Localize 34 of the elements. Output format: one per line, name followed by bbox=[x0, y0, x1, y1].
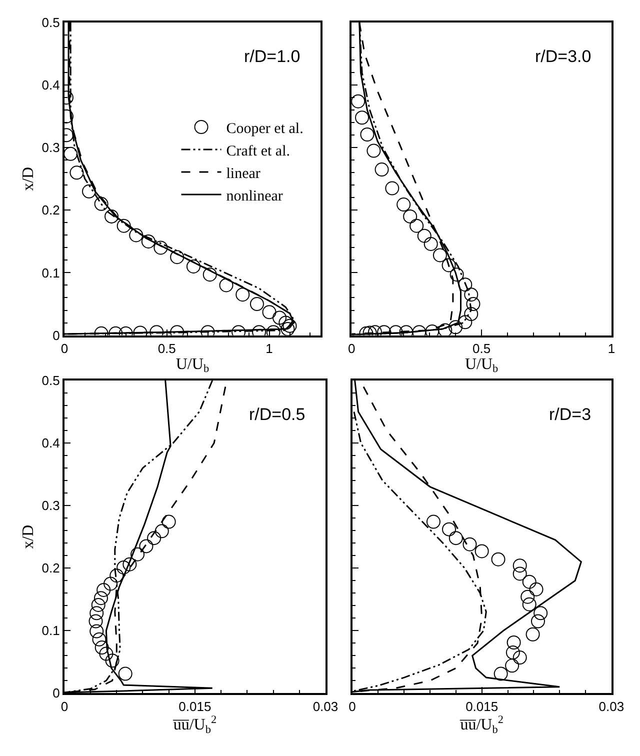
x-tick-label: 0.03 bbox=[312, 698, 338, 714]
y-tick-label: 0.5 bbox=[42, 15, 60, 30]
x-axis-title: U/U$_{b}$ bbox=[176, 356, 210, 376]
annotation: r/D=3.0 bbox=[535, 47, 592, 66]
x-tick-label: 1 bbox=[266, 340, 273, 356]
annotation: r/D=3 bbox=[549, 405, 592, 424]
x-tick-label: 0 bbox=[348, 340, 356, 356]
y-tick-label: 0.3 bbox=[42, 140, 60, 156]
y-tick-label: 0.1 bbox=[42, 265, 60, 280]
legend-label: Cooper et al. bbox=[226, 120, 304, 137]
x-tick-label: 0 bbox=[348, 698, 356, 714]
x-axis-title: U/U$_{b}$ bbox=[464, 356, 499, 376]
legend-label: Craft et al. bbox=[226, 143, 290, 160]
y-tick-label: 0 bbox=[52, 328, 60, 343]
x-tick-label: 0.5 bbox=[158, 340, 176, 356]
annotation: r/D=1.0 bbox=[244, 47, 300, 66]
annotation: r/D=0.5 bbox=[249, 405, 306, 424]
y-axis-title: x/D bbox=[20, 166, 38, 191]
x-tick-label: 0.5 bbox=[472, 340, 491, 356]
y-tick-label: 0.1 bbox=[42, 623, 60, 638]
legend-label: nonlinear bbox=[226, 188, 283, 204]
y-tick-label: 0 bbox=[52, 686, 60, 701]
legend-label: linear bbox=[226, 166, 260, 182]
y-tick-label: 0.5 bbox=[42, 373, 60, 388]
x-tick-label: 0.03 bbox=[598, 698, 624, 714]
y-axis-title: x/D bbox=[20, 524, 38, 549]
x-tick-label: 0.015 bbox=[466, 698, 498, 714]
y-tick-label: 0.4 bbox=[42, 436, 60, 451]
y-tick-label: 0.2 bbox=[42, 560, 60, 576]
x-tick-label: 1 bbox=[608, 340, 616, 356]
x-tick-label: 0.015 bbox=[178, 698, 212, 714]
y-tick-label: 0.2 bbox=[42, 202, 60, 218]
y-tick-label: 0.3 bbox=[42, 498, 60, 514]
y-tick-label: 0.4 bbox=[42, 78, 60, 93]
